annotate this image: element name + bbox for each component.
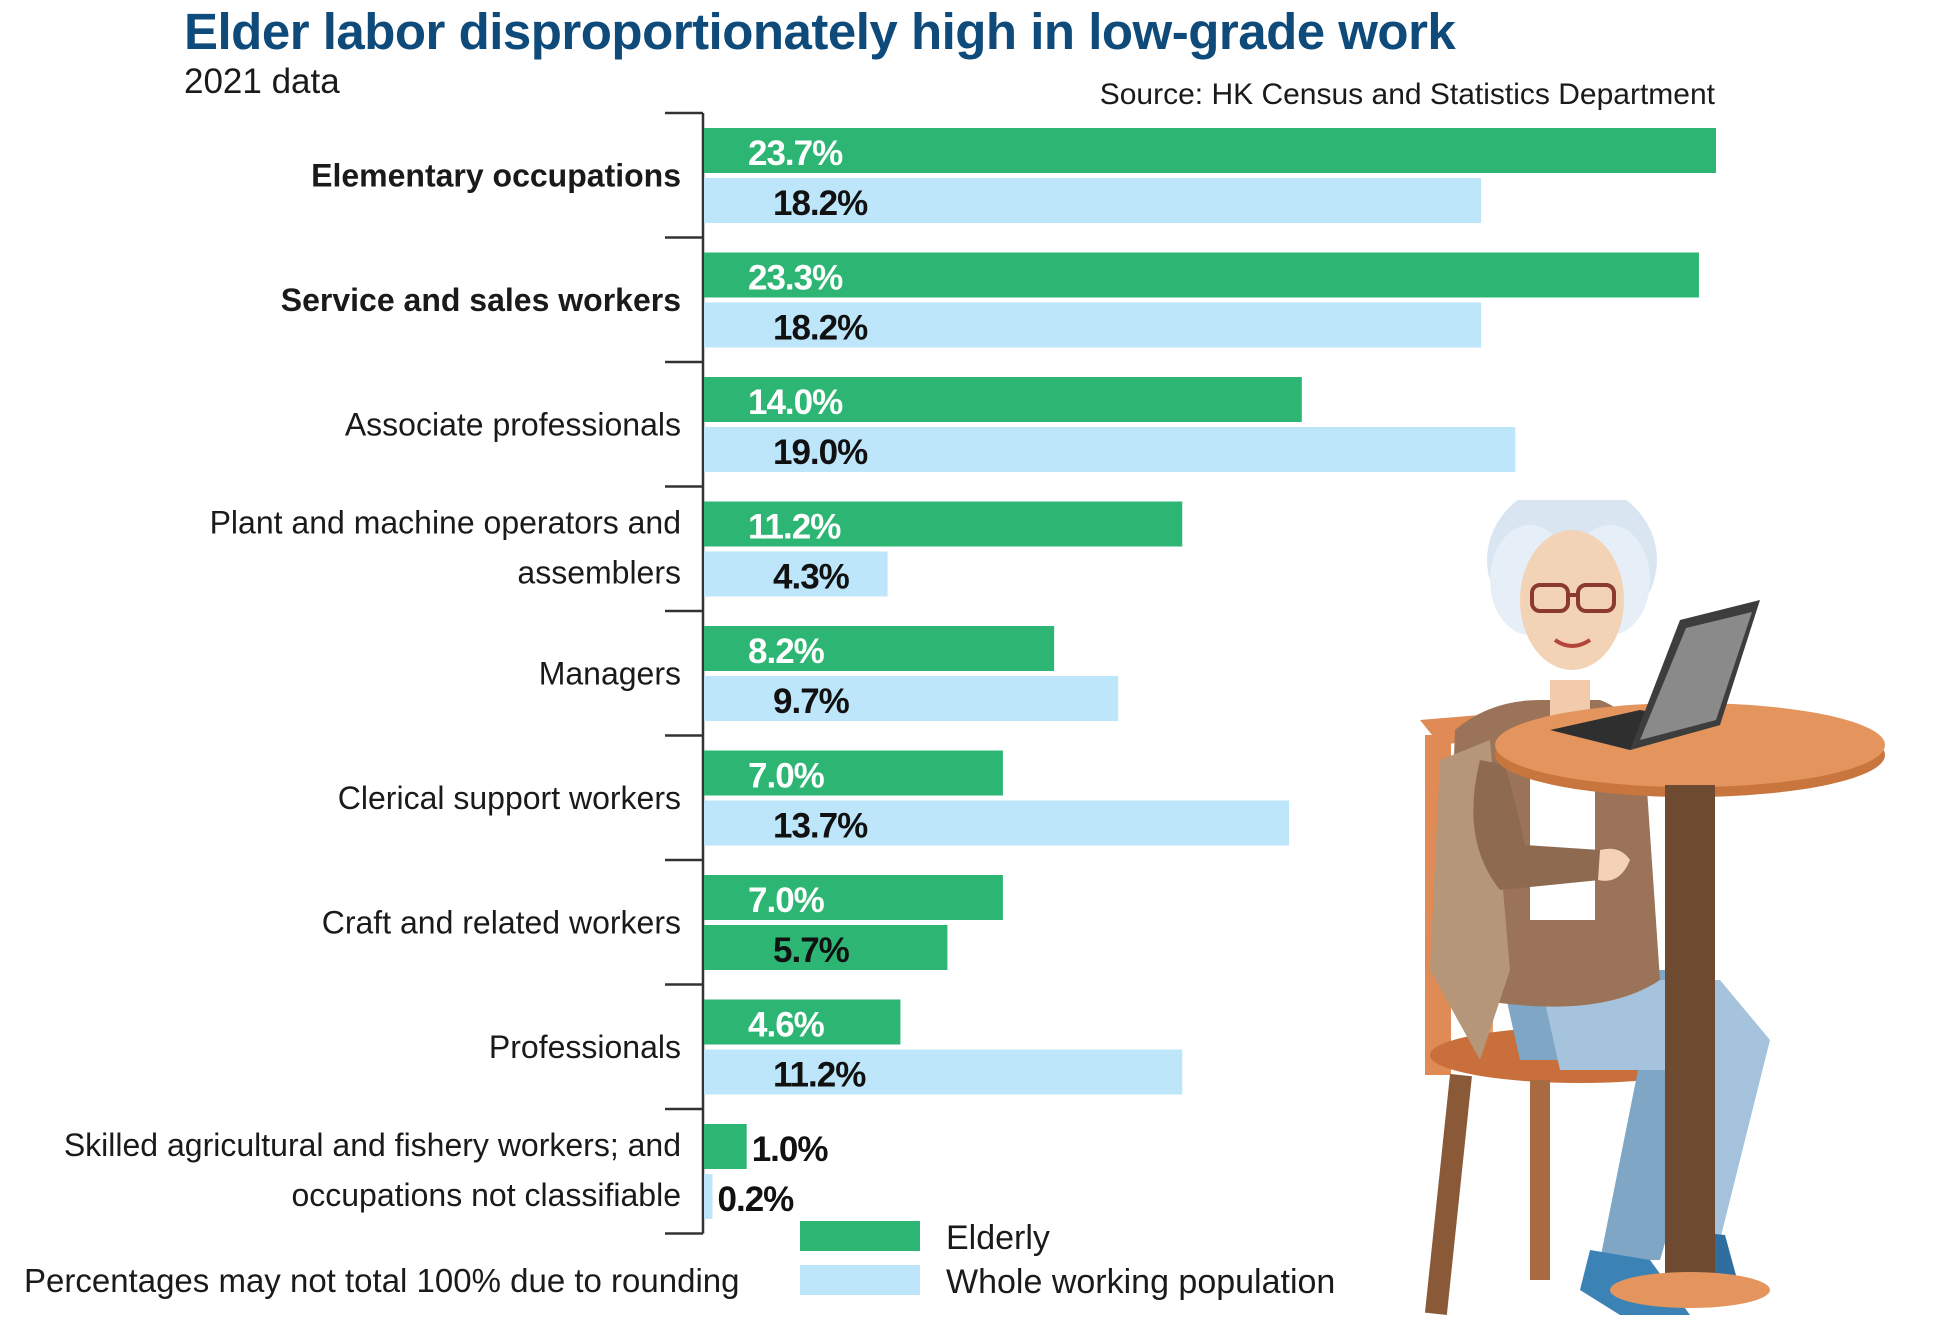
bar-elderly-service-and-sales-workers [704, 252, 1699, 298]
legend: Elderly Whole working population [800, 1219, 1335, 1301]
value-label-whole-working-population-service-and-sales-workers: 18.2% [773, 309, 868, 348]
category-label-clerical-support-workers: Clerical support workers [338, 780, 681, 816]
category-label-professionals: Professionals [489, 1029, 681, 1065]
category-label-skilled-agricultural-and-fishery-workers-and-occupations-not-classifiable-line1: Skilled agricultural and fishery workers… [64, 1127, 681, 1163]
category-label-skilled-agricultural-and-fishery-workers-and-occupations-not-classifiable-line2: occupations not classifiable [291, 1177, 681, 1213]
bar-whole-working-population-clerical-support-workers [704, 800, 1289, 846]
bar-whole-working-population-craft-and-related-workers [704, 925, 948, 970]
value-label-elderly-craft-and-related-workers: 7.0% [748, 881, 825, 920]
bar-elderly-plant-and-machine-operators-and-assemblers [704, 501, 1183, 547]
legend-label-elderly: Elderly [946, 1219, 1050, 1257]
elderly-woman-laptop-illustration [1420, 500, 1885, 1315]
source-note: Source: HK Census and Statistics Departm… [1099, 78, 1715, 111]
category-label-craft-and-related-workers: Craft and related workers [322, 904, 681, 940]
category-label-service-and-sales-workers: Service and sales workers [281, 282, 681, 318]
bar-elderly-managers [704, 626, 1055, 671]
bar-whole-working-population-skilled-agricultural-and-fishery-workers-and-occupations-not-classifiable [704, 1174, 713, 1219]
category-label-associate-professionals: Associate professionals [345, 406, 681, 442]
value-label-whole-working-population-plant-and-machine-operators-and-assemblers: 4.3% [773, 558, 850, 597]
value-label-elderly-professionals: 4.6% [748, 1006, 825, 1045]
value-label-whole-working-population-professionals: 11.2% [773, 1056, 866, 1095]
category-label-plant-and-machine-operators-and-assemblers-line2: assemblers [517, 555, 681, 591]
footnote: Percentages may not total 100% due to ro… [24, 1262, 740, 1299]
legend-swatch-whole-working-population [800, 1265, 920, 1295]
value-label-whole-working-population-managers: 9.7% [773, 682, 850, 721]
bar-elderly-skilled-agricultural-and-fishery-workers-and-occupations-not-classifiable [704, 1124, 747, 1169]
value-label-whole-working-population-craft-and-related-workers: 5.7% [773, 931, 850, 970]
bars-layer: Elementary occupations 23.7% 18.2% Service … [64, 111, 1716, 1235]
bar-elderly-elementary-occupations [704, 128, 1716, 173]
bar-whole-working-population-associate-professionals [704, 427, 1516, 472]
value-label-elderly-clerical-support-workers: 7.0% [748, 757, 825, 796]
value-label-whole-working-population-elementary-occupations: 18.2% [773, 184, 868, 223]
face [1520, 530, 1624, 670]
bar-elderly-associate-professionals [704, 377, 1302, 422]
value-label-elderly-skilled-agricultural-and-fishery-workers-and-occupations-not-classifiable: 1.0% [752, 1130, 829, 1169]
bar-whole-working-population-elementary-occupations [704, 178, 1482, 223]
value-label-elderly-associate-professionals: 14.0% [748, 383, 843, 422]
chart-title: Elder labor disproportionately high in l… [184, 3, 1456, 60]
value-label-elderly-service-and-sales-workers: 23.3% [748, 259, 843, 298]
value-label-elderly-managers: 8.2% [748, 632, 825, 671]
bar-elderly-professionals [704, 999, 901, 1045]
value-label-elderly-plant-and-machine-operators-and-assemblers: 11.2% [748, 508, 841, 547]
value-label-whole-working-population-associate-professionals: 19.0% [773, 433, 868, 472]
bar-whole-working-population-service-and-sales-workers [704, 302, 1482, 348]
bar-whole-working-population-managers [704, 676, 1119, 721]
chart-subtitle: 2021 data [184, 62, 340, 101]
category-label-elementary-occupations: Elementary occupations [311, 157, 681, 193]
value-label-whole-working-population-skilled-agricultural-and-fishery-workers-and-occupations-not-classifiable: 0.2% [718, 1180, 795, 1219]
bar-elderly-clerical-support-workers [704, 750, 1003, 796]
category-label-managers: Managers [539, 655, 681, 691]
bar-whole-working-population-plant-and-machine-operators-and-assemblers [704, 551, 888, 597]
category-label-plant-and-machine-operators-and-assemblers-line1: Plant and machine operators and [210, 505, 681, 541]
bar-whole-working-population-professionals [704, 1049, 1183, 1095]
legend-label-whole-working-population: Whole working population [946, 1263, 1335, 1301]
value-label-elderly-elementary-occupations: 23.7% [748, 134, 843, 173]
bar-elderly-craft-and-related-workers [704, 875, 1003, 920]
legend-swatch-elderly [800, 1221, 920, 1251]
value-label-whole-working-population-clerical-support-workers: 13.7% [773, 807, 868, 846]
